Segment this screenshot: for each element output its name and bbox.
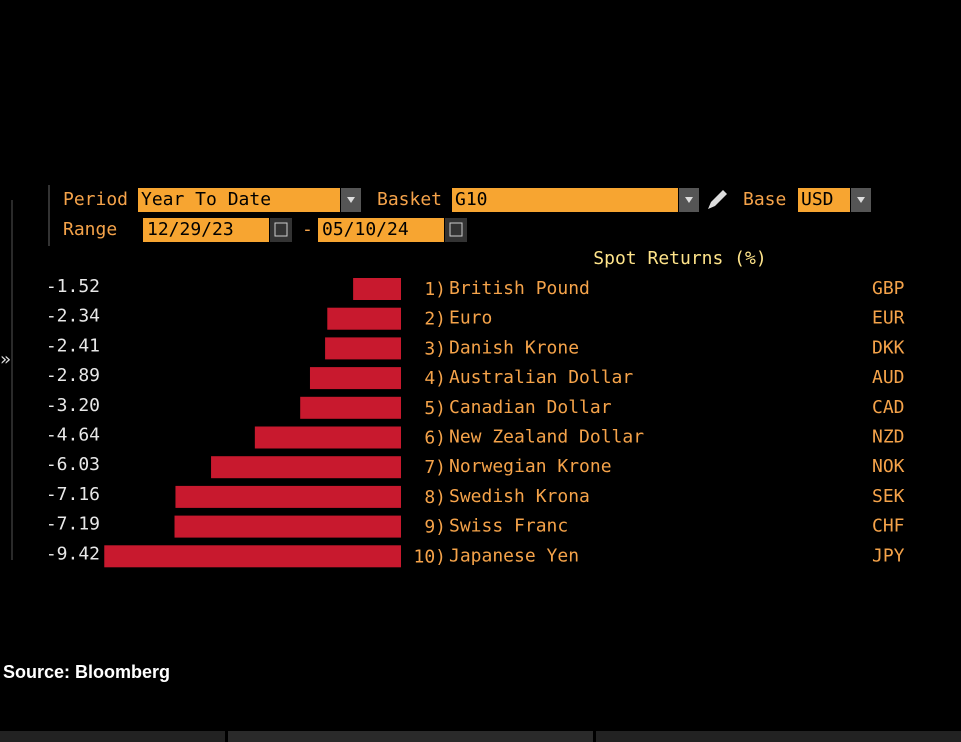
range-label: Range bbox=[63, 219, 117, 240]
value-label: -3.20 bbox=[46, 395, 100, 416]
category-label: New Zealand Dollar bbox=[449, 427, 644, 448]
rank-label: 8) bbox=[424, 487, 446, 508]
basket-label: Basket bbox=[377, 189, 442, 210]
bar bbox=[300, 396, 401, 419]
status-bar bbox=[228, 731, 593, 742]
bar bbox=[325, 337, 401, 360]
status-bar bbox=[596, 731, 961, 742]
currency-code: JPY bbox=[872, 545, 905, 566]
category-label: Norwegian Krone bbox=[449, 456, 612, 477]
period-value[interactable]: Year To Date bbox=[141, 189, 271, 210]
bar bbox=[254, 426, 401, 449]
source: Source: Bloomberg bbox=[3, 662, 170, 682]
category-label: Danish Krone bbox=[449, 337, 579, 358]
rank-label: 2) bbox=[424, 309, 446, 330]
currency-code: CAD bbox=[872, 397, 905, 418]
dropdown-arrow bbox=[347, 197, 355, 203]
currency-code: SEK bbox=[872, 486, 905, 507]
chart-title: Spot Returns (%) bbox=[593, 248, 766, 269]
bar bbox=[327, 307, 401, 330]
basket-value[interactable]: G10 bbox=[455, 189, 488, 210]
range-end[interactable]: 05/10/24 bbox=[322, 219, 409, 240]
value-label: -7.19 bbox=[46, 514, 100, 535]
rank-label: 4) bbox=[424, 368, 446, 389]
category-label: Canadian Dollar bbox=[449, 397, 612, 418]
value-label: -7.16 bbox=[46, 484, 100, 505]
rank-label: 3) bbox=[424, 338, 446, 359]
currency-code: AUD bbox=[872, 367, 905, 388]
currency-code: NOK bbox=[872, 456, 905, 477]
status-bar bbox=[0, 731, 225, 742]
currency-code: GBP bbox=[872, 278, 905, 299]
category-label: Euro bbox=[449, 308, 492, 329]
rank-label: 7) bbox=[424, 457, 446, 478]
bar bbox=[309, 367, 401, 390]
calendar-button[interactable] bbox=[270, 218, 292, 242]
currency-code: NZD bbox=[872, 427, 905, 448]
period-label: Period bbox=[63, 189, 128, 210]
bar bbox=[211, 456, 401, 479]
range-end-field[interactable] bbox=[318, 218, 444, 242]
rank-label: 1) bbox=[424, 279, 446, 300]
dropdown-arrow bbox=[685, 197, 693, 203]
bar bbox=[104, 545, 402, 568]
base-label: Base bbox=[743, 189, 786, 210]
currency-code: DKK bbox=[872, 337, 905, 358]
value-label: -2.41 bbox=[46, 335, 100, 356]
range-start[interactable]: 12/29/23 bbox=[147, 219, 234, 240]
value-label: -6.03 bbox=[46, 454, 100, 475]
rank-label: 9) bbox=[424, 517, 446, 538]
value-label: -9.42 bbox=[46, 543, 100, 564]
category-label: Japanese Yen bbox=[449, 545, 579, 566]
category-label: Australian Dollar bbox=[449, 367, 633, 388]
calendar-icon bbox=[449, 222, 463, 237]
category-label: Swedish Krona bbox=[449, 486, 590, 507]
currency-code: CHF bbox=[872, 516, 905, 537]
value-label: -4.64 bbox=[46, 425, 100, 446]
rank-label: 6) bbox=[424, 428, 446, 449]
range-start-field[interactable] bbox=[143, 218, 269, 242]
value-label: -2.34 bbox=[46, 306, 100, 327]
value-label: -1.52 bbox=[46, 276, 100, 297]
bar bbox=[174, 515, 401, 538]
category-label: British Pound bbox=[449, 278, 590, 299]
range-separator: - bbox=[302, 219, 313, 240]
category-label: Swiss Franc bbox=[449, 516, 568, 537]
dropdown-arrow bbox=[857, 197, 865, 203]
calendar-button[interactable] bbox=[445, 218, 467, 242]
bar bbox=[353, 278, 401, 300]
calendar-icon bbox=[274, 222, 288, 237]
bar bbox=[175, 485, 401, 508]
currency-code: EUR bbox=[872, 308, 905, 329]
edit-icon[interactable] bbox=[708, 190, 727, 209]
base-value[interactable]: USD bbox=[801, 189, 834, 210]
expand-icon[interactable]: » bbox=[0, 349, 11, 370]
base-field[interactable] bbox=[798, 188, 850, 212]
rank-label: 10) bbox=[413, 546, 446, 567]
value-label: -2.89 bbox=[46, 365, 100, 386]
period-field[interactable] bbox=[138, 188, 340, 212]
rank-label: 5) bbox=[424, 398, 446, 419]
basket-field[interactable] bbox=[452, 188, 678, 212]
